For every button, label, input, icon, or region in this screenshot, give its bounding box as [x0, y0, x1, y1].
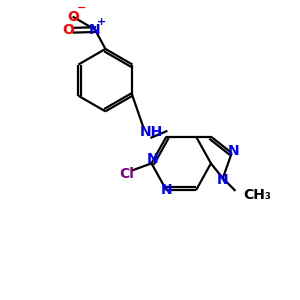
Text: N: N — [147, 152, 159, 166]
Text: −: − — [77, 3, 87, 13]
Text: O: O — [67, 10, 79, 23]
Text: N: N — [89, 22, 101, 37]
Text: Cl: Cl — [119, 167, 134, 181]
Text: CH₃: CH₃ — [244, 188, 272, 202]
Text: NH: NH — [140, 125, 163, 139]
Text: N: N — [160, 183, 172, 197]
Text: O: O — [62, 23, 74, 37]
Text: +: + — [97, 17, 106, 27]
Text: N: N — [217, 173, 229, 187]
Text: N: N — [227, 145, 239, 158]
